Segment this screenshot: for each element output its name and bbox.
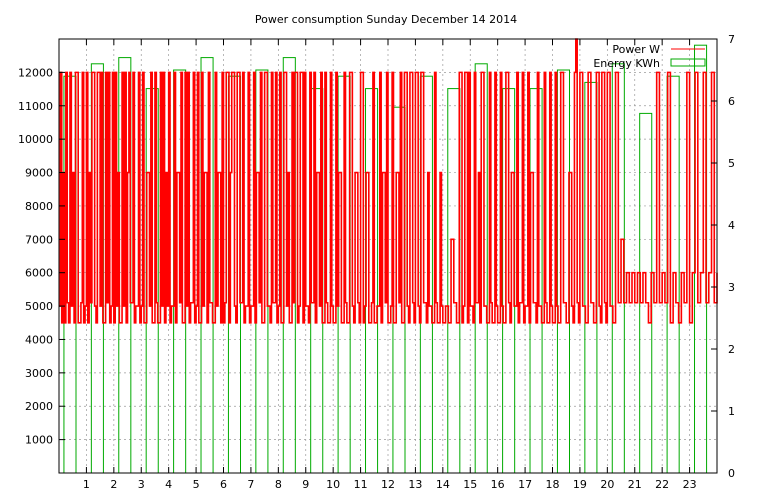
- x-tick-label: 4: [165, 478, 172, 491]
- y2-tick-label: 4: [728, 219, 735, 232]
- chart-title: Power consumption Sunday December 14 201…: [255, 13, 517, 26]
- power-line: [59, 39, 717, 323]
- x-tick-label: 7: [247, 478, 254, 491]
- x-tick-label: 11: [354, 478, 368, 491]
- y-tick-label: 3000: [25, 367, 53, 380]
- power-series: [59, 39, 717, 323]
- x-tick-label: 3: [138, 478, 145, 491]
- x-tick-label: 21: [628, 478, 642, 491]
- y-tick-label: 2000: [25, 400, 53, 413]
- x-tick-label: 13: [408, 478, 422, 491]
- x-tick-label: 18: [546, 478, 560, 491]
- y2-tick-label: 3: [728, 281, 735, 294]
- legend-energy-label: Energy KWh: [593, 57, 660, 70]
- legend-power-label: Power W: [612, 43, 660, 56]
- x-tick-label: 22: [655, 478, 669, 491]
- x-tick-label: 17: [518, 478, 532, 491]
- energy-bar: [366, 89, 378, 473]
- x-tick-label: 19: [573, 478, 587, 491]
- y-tick-label: 7000: [25, 233, 53, 246]
- y2-tick-label: 5: [728, 157, 735, 170]
- x-tick-label: 8: [275, 478, 282, 491]
- x-tick-label: 15: [463, 478, 477, 491]
- y-tick-label: 1000: [25, 434, 53, 447]
- x-tick-label: 20: [600, 478, 614, 491]
- y2-tick-label: 0: [728, 467, 735, 480]
- y-tick-label: 10000: [18, 133, 53, 146]
- x-tick-label: 9: [302, 478, 309, 491]
- x-tick-label: 6: [220, 478, 227, 491]
- y2-tick-label: 1: [728, 405, 735, 418]
- legend: Power W Energy KWh: [593, 43, 705, 70]
- y-tick-label: 8000: [25, 200, 53, 213]
- y2-tick-label: 2: [728, 343, 735, 356]
- y-tick-label: 11000: [18, 100, 53, 113]
- y-tick-label: 5000: [25, 300, 53, 313]
- x-tick-label: 2: [110, 478, 117, 491]
- energy-bar: [530, 89, 542, 473]
- x-tick-label: 23: [683, 478, 697, 491]
- legend-energy-box: [671, 59, 705, 66]
- x-tick-label: 10: [326, 478, 340, 491]
- y-tick-label: 9000: [25, 167, 53, 180]
- y2-tick-label: 6: [728, 95, 735, 108]
- y2-tick-label: 7: [728, 33, 735, 46]
- power-consumption-chart: Power consumption Sunday December 14 201…: [0, 0, 768, 500]
- x-tick-label: 14: [436, 478, 450, 491]
- x-tick-label: 12: [381, 478, 395, 491]
- y-tick-label: 4000: [25, 333, 53, 346]
- energy-bar: [695, 45, 707, 473]
- x-tick-label: 5: [193, 478, 200, 491]
- energy-bar: [420, 76, 432, 473]
- y-tick-label: 12000: [18, 66, 53, 79]
- y-tick-label: 6000: [25, 267, 53, 280]
- x-tick-label: 16: [491, 478, 505, 491]
- x-tick-label: 1: [83, 478, 90, 491]
